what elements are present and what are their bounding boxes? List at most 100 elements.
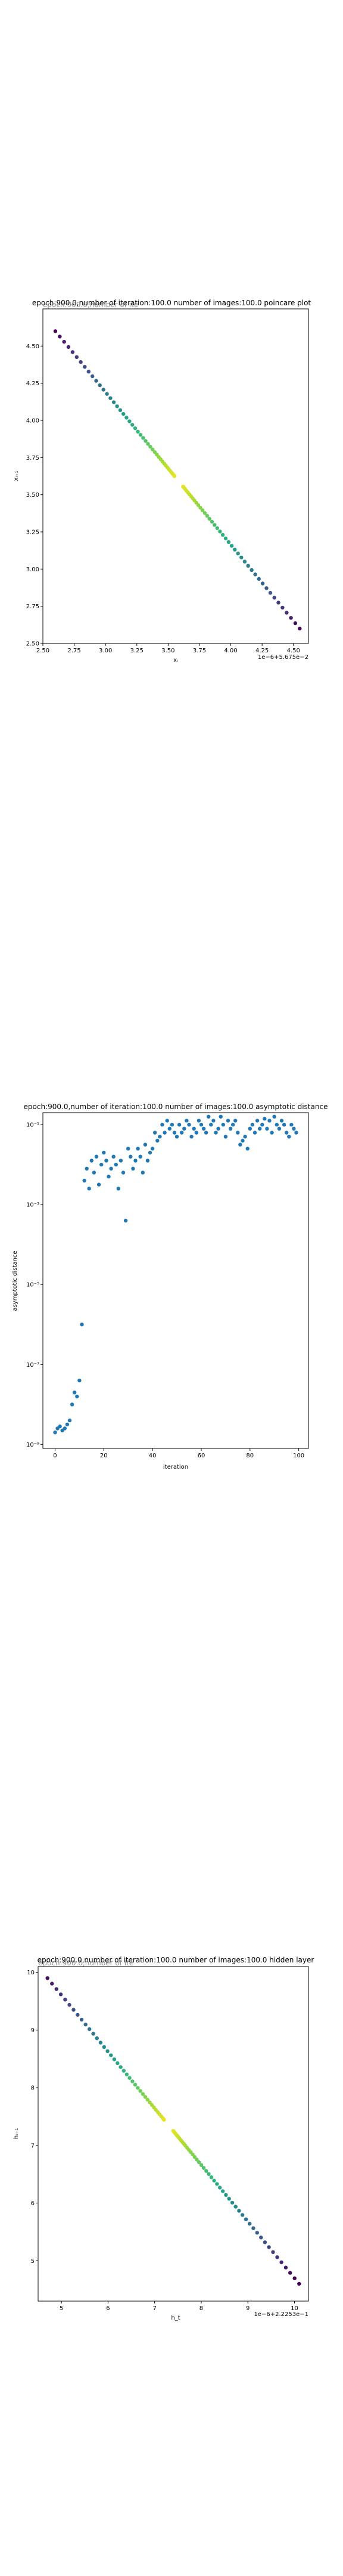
data-point	[180, 1131, 184, 1135]
data-point	[242, 559, 247, 564]
data-point	[86, 370, 91, 374]
data-point	[133, 2082, 138, 2087]
data-point	[116, 1187, 120, 1191]
data-point	[82, 1178, 86, 1183]
data-point	[264, 586, 269, 590]
data-point	[138, 2089, 142, 2093]
y-tick-label: 6	[31, 2200, 35, 2207]
data-point	[89, 1159, 93, 1163]
data-point	[215, 526, 219, 530]
data-point	[250, 1122, 255, 1127]
data-point	[209, 2175, 214, 2179]
data-point	[141, 436, 145, 440]
x-tick-label: 2.75	[67, 648, 80, 654]
data-point	[136, 429, 140, 434]
data-point	[229, 544, 234, 548]
data-point	[99, 1162, 104, 1167]
data-point	[279, 1119, 284, 1123]
data-point	[185, 1119, 189, 1123]
data-point	[280, 605, 285, 610]
data-point	[91, 374, 95, 379]
y-tick-label: 9	[31, 2027, 35, 2034]
y-tick-label: 3.75	[26, 455, 39, 462]
data-point	[293, 621, 298, 626]
data-point	[105, 2049, 110, 2053]
y-tick-label: 3.00	[26, 566, 39, 573]
chart-title: epoch:900.0,number of iteration:100.0 nu…	[38, 1956, 314, 1964]
data-point	[85, 1166, 89, 1171]
chart-title-overlay: epoch:900.0,number of ite	[43, 301, 138, 309]
y-tick-label: 3.25	[26, 530, 39, 536]
data-point	[255, 2231, 259, 2235]
data-point	[145, 1159, 150, 1163]
data-point	[271, 2250, 275, 2254]
data-point	[133, 426, 138, 431]
data-point	[289, 1122, 294, 1127]
data-point	[292, 1126, 296, 1131]
y-axis-label: asymptotic distance	[12, 1250, 18, 1311]
y-tick-label: 2.50	[26, 641, 39, 648]
data-point	[170, 1122, 174, 1127]
data-point	[197, 2160, 201, 2165]
data-point	[218, 530, 222, 534]
y-tick-label: 3.50	[26, 492, 39, 499]
data-point	[285, 1131, 289, 1135]
data-point	[74, 355, 79, 360]
data-point	[121, 1171, 126, 1175]
data-point	[153, 1131, 157, 1135]
data-point	[127, 419, 132, 423]
data-point	[129, 1154, 133, 1159]
data-point	[96, 1182, 101, 1187]
data-point	[123, 1218, 128, 1223]
data-point	[215, 2182, 219, 2186]
data-point	[279, 2260, 283, 2265]
data-point	[98, 383, 102, 388]
data-point	[282, 1122, 286, 1127]
x-tick-label: 7	[153, 2305, 157, 2312]
x-axis: 2.50 2.75 3.00 3.25 3.50 3.75 4.00 4.25 4.50	[36, 643, 300, 654]
data-point	[263, 2240, 267, 2244]
data-point	[239, 555, 244, 560]
data-point	[95, 2036, 99, 2041]
data-point	[58, 1424, 62, 1429]
data-point	[148, 2100, 152, 2104]
plot-area	[42, 1112, 309, 1449]
data-point	[67, 2002, 71, 2007]
x-tick-label: 3.25	[130, 648, 144, 654]
data-point	[146, 442, 150, 446]
x-tick-label: 6	[106, 2305, 110, 2312]
x-tick-label: 20	[100, 1453, 108, 1459]
x-axis-label: xᵢ	[173, 657, 178, 664]
data-point	[245, 1147, 250, 1151]
data-point	[148, 445, 152, 449]
chart-title: epoch:900.0,number of iteration:100.0 nu…	[32, 299, 311, 307]
y-tick-label: 4.25	[26, 380, 39, 387]
y-axis: 10⁻⁹ 10⁻⁷ 10⁻⁵ 10⁻³ 10⁻¹	[26, 1122, 43, 1448]
data-point	[276, 600, 280, 605]
asymptotic-distance-figure: epoch:900.0,number of iteration:100.0 nu…	[12, 1103, 328, 1470]
y-axis: 2.50 2.75 3.00 3.25 3.50 3.75 4.00 4.25 4.50	[26, 343, 43, 648]
x-tick-label: 8	[199, 2305, 203, 2312]
data-point	[233, 547, 237, 552]
x-tick-label: 60	[198, 1453, 205, 1459]
chart-title: epoch:900.0,number of iteration:100.0 nu…	[24, 1103, 328, 1111]
data-point	[267, 1119, 272, 1123]
data-point	[219, 1114, 223, 1119]
data-point	[192, 2155, 197, 2159]
data-point	[172, 1131, 177, 1135]
data-point	[124, 2072, 129, 2076]
data-point	[213, 523, 217, 527]
y-tick-label: 5	[31, 2258, 35, 2265]
data-point	[109, 2053, 113, 2057]
data-point	[108, 396, 113, 400]
data-point	[201, 2166, 206, 2170]
data-point	[131, 1166, 135, 1171]
x-tick-label: 4.00	[224, 648, 237, 654]
data-point	[79, 2017, 84, 2022]
data-point	[233, 2205, 238, 2209]
data-point	[155, 1138, 160, 1143]
data-point	[114, 1162, 118, 1167]
y-tick-label: 10⁻³	[26, 1202, 39, 1209]
data-point	[187, 1122, 191, 1127]
data-point	[227, 2197, 231, 2201]
